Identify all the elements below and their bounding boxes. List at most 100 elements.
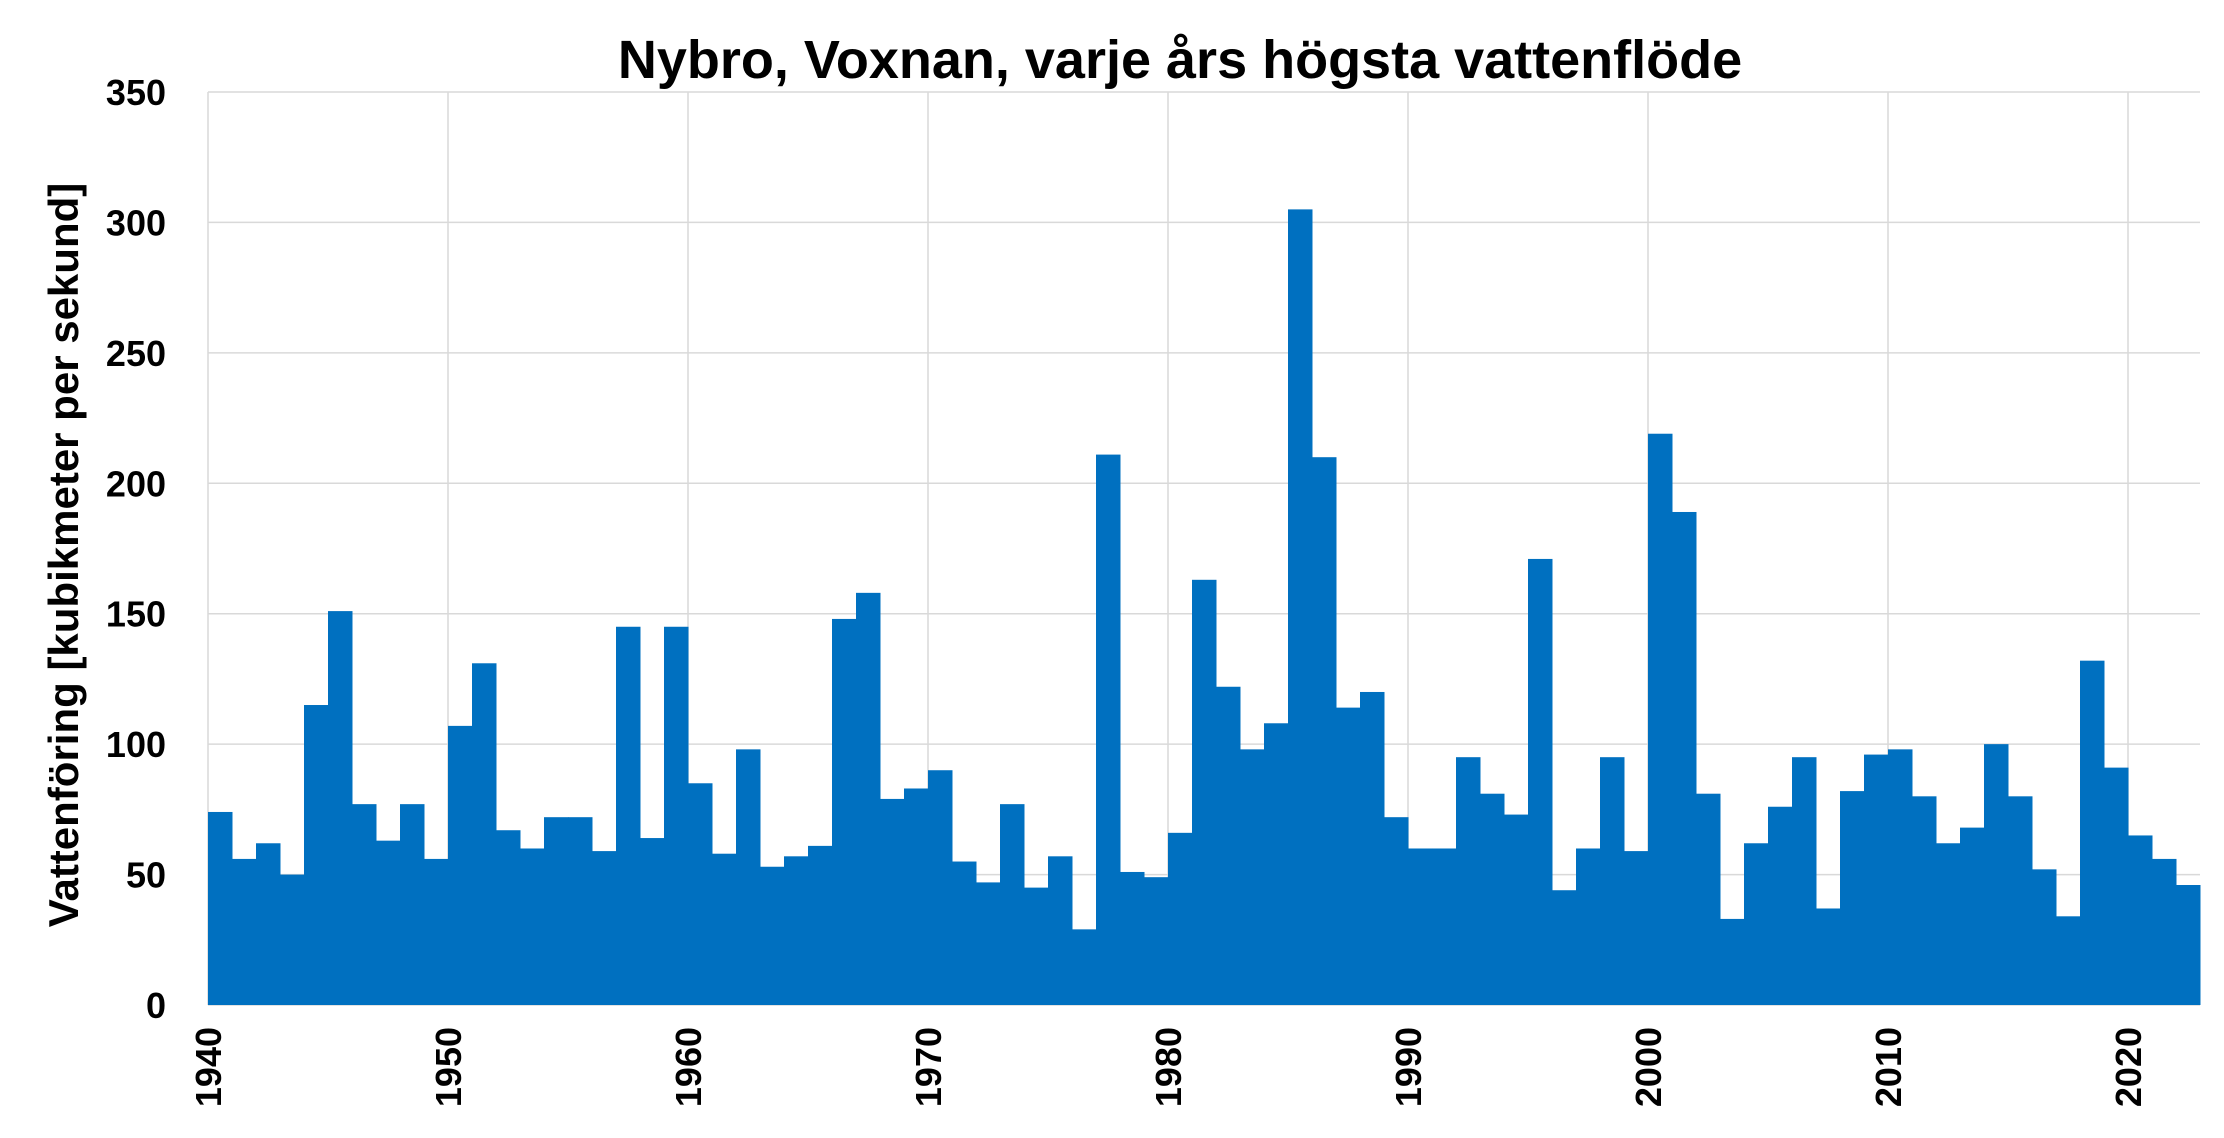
bars-layer [208, 209, 2201, 1005]
bar-1967 [856, 592, 881, 1005]
x-tick-label: 1990 [1388, 1027, 1429, 1107]
bar-1975 [1048, 856, 1073, 1005]
bar-1978 [1120, 871, 1145, 1005]
y-tick-label: 350 [106, 72, 166, 113]
bar-2004 [1744, 843, 1769, 1005]
bar-1982 [1216, 686, 1241, 1005]
bar-2000 [1648, 433, 1673, 1005]
bar-1952 [496, 830, 521, 1005]
bar-1950 [448, 725, 473, 1005]
bar-1976 [1072, 929, 1097, 1005]
bar-2008 [1840, 791, 1865, 1005]
bar-1993 [1480, 793, 1505, 1005]
bar-2011 [1912, 796, 1937, 1005]
bar-1995 [1528, 558, 1553, 1005]
bar-2014 [1984, 744, 2009, 1005]
bar-1949 [424, 858, 449, 1005]
bar-1986 [1312, 457, 1337, 1005]
bar-1984 [1264, 723, 1289, 1005]
x-tick-label: 1970 [908, 1027, 949, 1107]
x-tick-label: 1980 [1148, 1027, 1189, 1107]
bar-1940 [208, 811, 233, 1005]
bar-1941 [232, 858, 257, 1005]
bar-1963 [760, 866, 785, 1005]
bar-1953 [520, 848, 545, 1005]
bar-1989 [1384, 817, 1409, 1005]
bar-1996 [1552, 890, 1577, 1005]
bar-1987 [1336, 707, 1361, 1005]
bar-2006 [1792, 757, 1817, 1005]
bar-2018 [2080, 660, 2105, 1005]
bar-1947 [376, 840, 401, 1005]
x-tick-label: 1940 [188, 1027, 229, 1107]
bar-1960 [688, 783, 713, 1005]
bar-1956 [592, 851, 617, 1005]
bar-1951 [472, 663, 497, 1005]
y-tick-label: 100 [106, 724, 166, 765]
bar-1943 [280, 874, 305, 1005]
bar-2012 [1936, 843, 1961, 1005]
bar-1944 [304, 705, 329, 1005]
y-tick-label: 150 [106, 594, 166, 635]
bar-2021 [2152, 858, 2177, 1005]
bar-1970 [928, 770, 953, 1005]
y-tick-label: 250 [106, 333, 166, 374]
bar-1965 [808, 845, 833, 1005]
bar-2013 [1960, 827, 1985, 1005]
bar-1998 [1600, 757, 1625, 1005]
bar-1955 [568, 817, 593, 1005]
x-tick-label: 2020 [2108, 1027, 2149, 1107]
bar-2009 [1864, 754, 1889, 1005]
bar-1985 [1288, 209, 1313, 1005]
bar-1968 [880, 798, 905, 1005]
bar-1999 [1624, 851, 1649, 1005]
bar-1954 [544, 817, 569, 1005]
bar-1958 [640, 838, 665, 1005]
x-tick-label: 2010 [1868, 1027, 1909, 1107]
bar-1992 [1456, 757, 1481, 1005]
bar-1962 [736, 749, 761, 1005]
bar-1977 [1096, 454, 1121, 1005]
bar-1974 [1024, 887, 1049, 1005]
bar-1980 [1168, 832, 1193, 1005]
x-tick-labels: 1940 1950 1960 1970 1980 1990 2000 2010 2020 [188, 1027, 2149, 1107]
bar-1997 [1576, 848, 1601, 1005]
bar-1948 [400, 804, 425, 1005]
bar-2007 [1816, 908, 1841, 1005]
bar-1946 [352, 804, 377, 1005]
bar-2010 [1888, 749, 1913, 1005]
bar-2015 [2008, 796, 2033, 1005]
bar-1990 [1408, 848, 1433, 1005]
bar-2002 [1696, 793, 1721, 1005]
bar-1942 [256, 843, 281, 1005]
x-tick-label: 1950 [428, 1027, 469, 1107]
x-tick-label: 2000 [1628, 1027, 1669, 1107]
bar-2003 [1720, 918, 1745, 1005]
y-axis-label: Vattenföring [kubikmeter per sekund] [40, 183, 87, 927]
bar-1959 [664, 626, 689, 1005]
bar-2020 [2128, 835, 2153, 1005]
x-tick-label: 1960 [668, 1027, 709, 1107]
bar-1983 [1240, 749, 1265, 1005]
y-tick-label: 200 [106, 463, 166, 504]
y-tick-labels: 0 50 100 150 200 250 300 350 [106, 72, 166, 1026]
bar-1973 [1000, 804, 1025, 1005]
bar-1979 [1144, 877, 1169, 1005]
y-tick-label: 0 [146, 985, 166, 1026]
bar-2001 [1672, 511, 1697, 1005]
bar-2017 [2056, 916, 2081, 1005]
bar-1971 [952, 861, 977, 1005]
bar-1972 [976, 882, 1001, 1005]
bar-1961 [712, 853, 737, 1005]
bar-1964 [784, 856, 809, 1005]
bar-2019 [2104, 767, 2129, 1005]
bar-1969 [904, 788, 929, 1005]
bar-1991 [1432, 848, 1457, 1005]
y-tick-label: 300 [106, 202, 166, 243]
bar-2005 [1768, 806, 1793, 1005]
bar-1957 [616, 626, 641, 1005]
bar-2022 [2176, 885, 2201, 1005]
chart-title: Nybro, Voxnan, varje års högsta vattenfl… [618, 30, 1742, 90]
bar-1966 [832, 618, 857, 1005]
